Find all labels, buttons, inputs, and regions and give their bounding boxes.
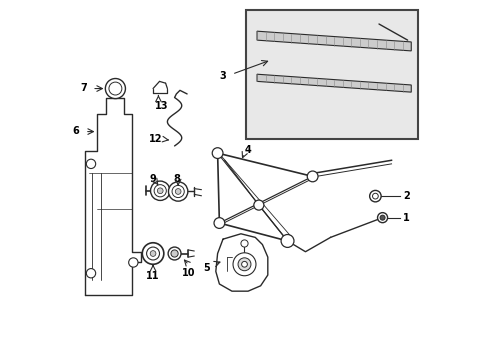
- Polygon shape: [257, 31, 410, 51]
- Text: 4: 4: [244, 144, 251, 154]
- Circle shape: [150, 251, 156, 256]
- Circle shape: [171, 250, 178, 257]
- Circle shape: [168, 247, 181, 260]
- Circle shape: [233, 253, 255, 276]
- Text: 10: 10: [182, 268, 195, 278]
- Text: 1: 1: [402, 213, 409, 222]
- Circle shape: [369, 190, 380, 202]
- Text: 11: 11: [146, 271, 160, 281]
- Circle shape: [241, 261, 247, 267]
- Circle shape: [86, 159, 96, 168]
- Circle shape: [157, 188, 163, 194]
- Circle shape: [379, 215, 384, 220]
- Circle shape: [372, 193, 378, 199]
- Text: 3: 3: [220, 71, 226, 81]
- Circle shape: [212, 148, 223, 158]
- Circle shape: [105, 78, 125, 99]
- Circle shape: [109, 82, 122, 95]
- Bar: [246, 10, 418, 139]
- Circle shape: [214, 218, 224, 228]
- Circle shape: [306, 171, 317, 182]
- Circle shape: [150, 181, 169, 201]
- Circle shape: [128, 258, 138, 267]
- Circle shape: [377, 213, 387, 223]
- Circle shape: [154, 185, 166, 197]
- Text: 13: 13: [155, 101, 168, 111]
- Text: 7: 7: [80, 83, 86, 93]
- Circle shape: [142, 243, 163, 264]
- Circle shape: [168, 182, 187, 201]
- Text: 9: 9: [149, 174, 156, 184]
- Text: 5: 5: [203, 263, 210, 273]
- Text: 2: 2: [402, 191, 409, 201]
- Circle shape: [86, 269, 96, 278]
- Circle shape: [281, 234, 293, 247]
- Text: 8: 8: [173, 174, 180, 184]
- Circle shape: [146, 247, 159, 260]
- Circle shape: [238, 258, 250, 271]
- Circle shape: [172, 185, 184, 198]
- Circle shape: [175, 189, 181, 194]
- Polygon shape: [257, 74, 410, 92]
- Text: 12: 12: [149, 134, 163, 144]
- Text: 6: 6: [73, 126, 80, 136]
- Circle shape: [241, 240, 247, 247]
- Circle shape: [253, 200, 264, 210]
